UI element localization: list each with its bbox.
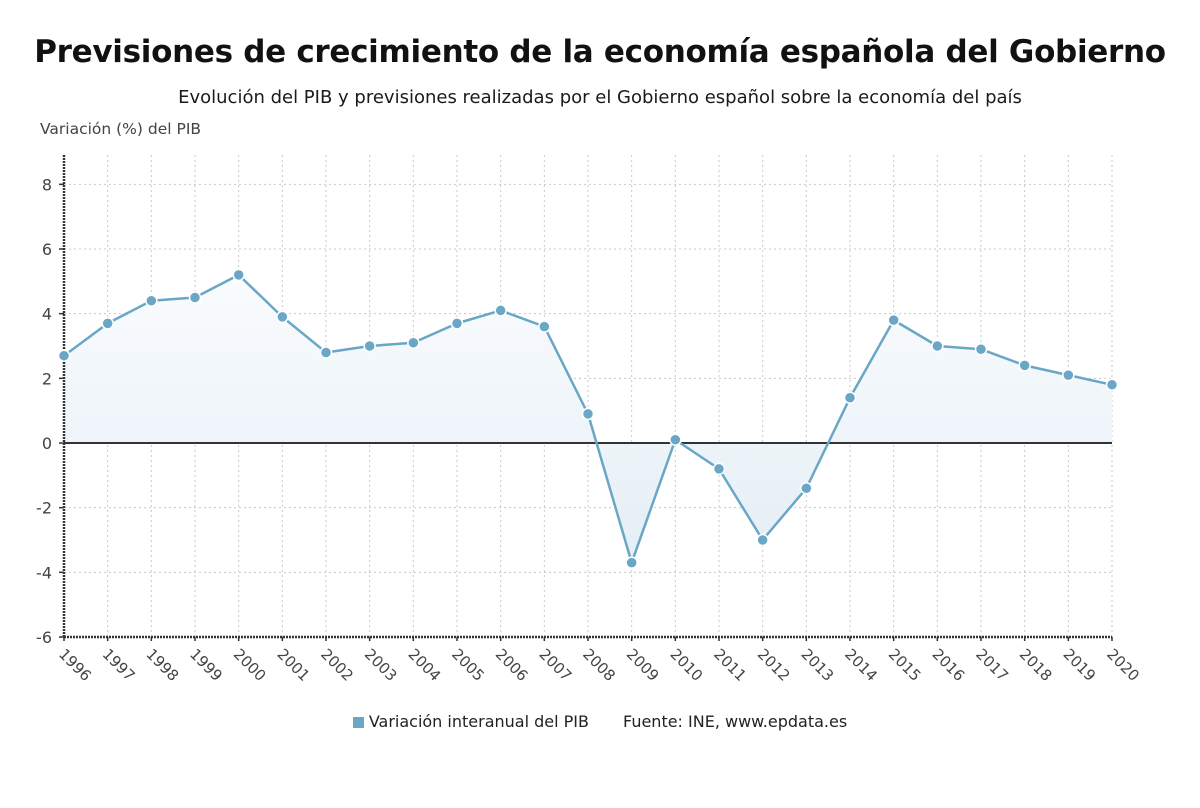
y-tick-labels: -6 -4 -2 0 2 4 6 8 [36,175,52,647]
data-point [145,294,158,307]
data-point [450,317,464,330]
x-tick-label: 2004 [405,645,445,685]
x-tick-label: 2020 [1103,645,1143,685]
x-tick-label: 2012 [754,645,794,685]
data-point [319,346,333,359]
data-points [57,268,1119,569]
x-tick-label: 2010 [667,645,707,685]
x-tick-label: 2001 [274,645,314,685]
legend-swatch [352,717,364,728]
y-tick-label: -6 [36,628,52,647]
x-tick-label: 2019 [1060,645,1100,685]
source-note: Fuente: INE, www.epdata.es [622,712,848,731]
x-tick-label: 2011 [710,645,750,685]
data-point [101,317,114,330]
x-tick-label: 2000 [230,645,270,685]
y-tick-label: 2 [42,369,52,388]
data-point [1105,378,1119,392]
data-point [843,391,857,404]
x-tick-label: 2014 [841,645,881,685]
data-point [625,556,638,569]
x-tick-label: 1996 [55,645,95,685]
x-tick-label: 2009 [623,645,663,685]
chart-title: Previsiones de crecimiento de la economí… [34,34,1166,70]
y-axis-label: Variación (%) del PIB [40,120,202,138]
x-tick-label: 1998 [143,645,183,685]
legend: Variación interanual del PIB Fuente: INE,… [0,712,1200,731]
x-tick-label: 1999 [186,645,226,685]
data-point [363,339,376,353]
x-tick-label: 2017 [972,645,1012,685]
data-point [712,462,726,476]
y-tick-label: 8 [42,175,52,194]
data-point [581,407,595,421]
x-tick-label: 2015 [885,645,925,685]
data-point [57,349,71,362]
y-tick-label: -2 [36,499,52,518]
data-point [669,433,682,447]
x-tick-label: 2016 [929,645,969,685]
x-tick-label: 2006 [492,645,532,685]
data-point [931,339,944,353]
x-tick-label: 2018 [1016,645,1056,685]
data-point [232,268,245,282]
data-point [1062,368,1075,382]
data-point [276,310,289,324]
x-tick-label: 2007 [536,645,576,685]
y-tick-label: -4 [36,563,52,582]
data-point [974,342,988,356]
x-tick-label: 1997 [99,645,139,685]
data-point [756,533,769,547]
x-tick-label: 2008 [579,645,619,685]
data-point [800,482,813,495]
y-tick-label: 4 [42,305,52,324]
data-point [1018,359,1031,372]
data-point [188,291,202,304]
data-point [538,320,551,333]
data-point [494,304,507,317]
y-tick-label: 6 [42,240,52,259]
data-point [887,313,900,327]
x-tick-labels: 1996 1997 1998 1999 2000 2001 2002 2003 2004 2005… [55,645,1143,685]
legend-item-label: Variación interanual del PIB [368,712,589,731]
y-tick-label: 0 [42,434,52,453]
axes [59,155,1113,641]
x-tick-label: 2003 [361,645,401,685]
x-tick-label: 2002 [317,645,357,685]
x-tick-label: 2005 [448,645,488,685]
data-point [407,336,420,350]
chart-subtitle: Evolución del PIB y previsiones realizad… [178,87,1022,108]
x-tick-label: 2013 [798,645,838,685]
